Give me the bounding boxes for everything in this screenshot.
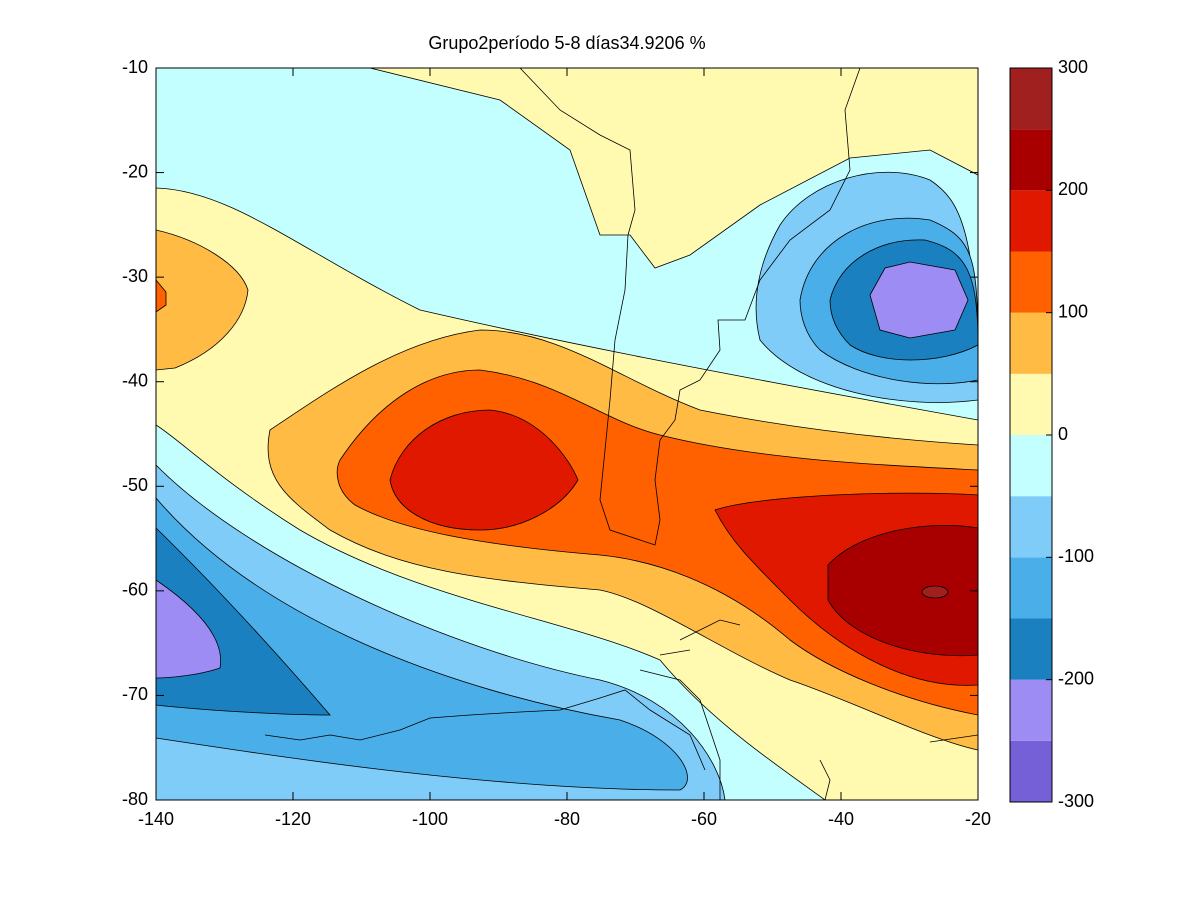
coastline — [639, 619, 978, 800]
colorbar-tick-label: 200 — [1058, 179, 1088, 199]
colorbar-tick-label: 0 — [1058, 424, 1068, 444]
x-tick-label: -20 — [965, 809, 991, 829]
colorbar-band — [1010, 190, 1052, 252]
contour-region — [369, 68, 978, 269]
x-tick-label: -100 — [412, 809, 448, 829]
colorbar-band — [1010, 68, 1052, 130]
colorbar-band — [1010, 740, 1052, 802]
contour-region — [869, 261, 969, 339]
x-tick-label: -40 — [828, 809, 854, 829]
x-tick-label: -80 — [554, 809, 580, 829]
colorbar-band — [1010, 496, 1052, 558]
chart-title: Grupo2período 5-8 días34.9206 % — [428, 33, 705, 53]
contour-region — [389, 409, 579, 531]
colorbar — [1010, 68, 1052, 802]
colorbar-band — [1010, 129, 1052, 191]
y-tick-label: -50 — [122, 475, 148, 495]
colorbar-band — [1010, 557, 1052, 619]
x-tick-label: -120 — [275, 809, 311, 829]
colorbar-tick-label: -100 — [1058, 546, 1094, 566]
contour-region — [921, 585, 949, 599]
colorbar-band — [1010, 312, 1052, 374]
contour-region — [156, 229, 249, 371]
contour-region — [156, 279, 167, 313]
coastline — [264, 689, 706, 771]
colorbar-band — [1010, 679, 1052, 741]
colorbar-band — [1010, 435, 1052, 497]
contour-region — [156, 579, 222, 679]
colorbar-tick-label: 100 — [1058, 301, 1088, 321]
colorbar-tick-label: -300 — [1058, 791, 1094, 811]
colorbar-band — [1010, 373, 1052, 435]
colorbar-band — [1010, 618, 1052, 680]
colorbar-tick-label: 300 — [1058, 57, 1088, 77]
y-tick-label: -80 — [122, 789, 148, 809]
contour-region — [156, 497, 688, 791]
x-tick-label: -60 — [691, 809, 717, 829]
y-tick-label: -40 — [122, 370, 148, 390]
x-tick-label: -140 — [138, 809, 174, 829]
y-tick-label: -10 — [122, 57, 148, 77]
y-tick-label: -60 — [122, 580, 148, 600]
y-tick-label: -20 — [122, 161, 148, 181]
colorbar-tick-label: -200 — [1058, 668, 1094, 688]
y-tick-label: -70 — [122, 684, 148, 704]
colorbar-band — [1010, 251, 1052, 313]
coastline — [519, 68, 861, 546]
y-tick-label: -30 — [122, 266, 148, 286]
contour-map — [156, 68, 978, 800]
